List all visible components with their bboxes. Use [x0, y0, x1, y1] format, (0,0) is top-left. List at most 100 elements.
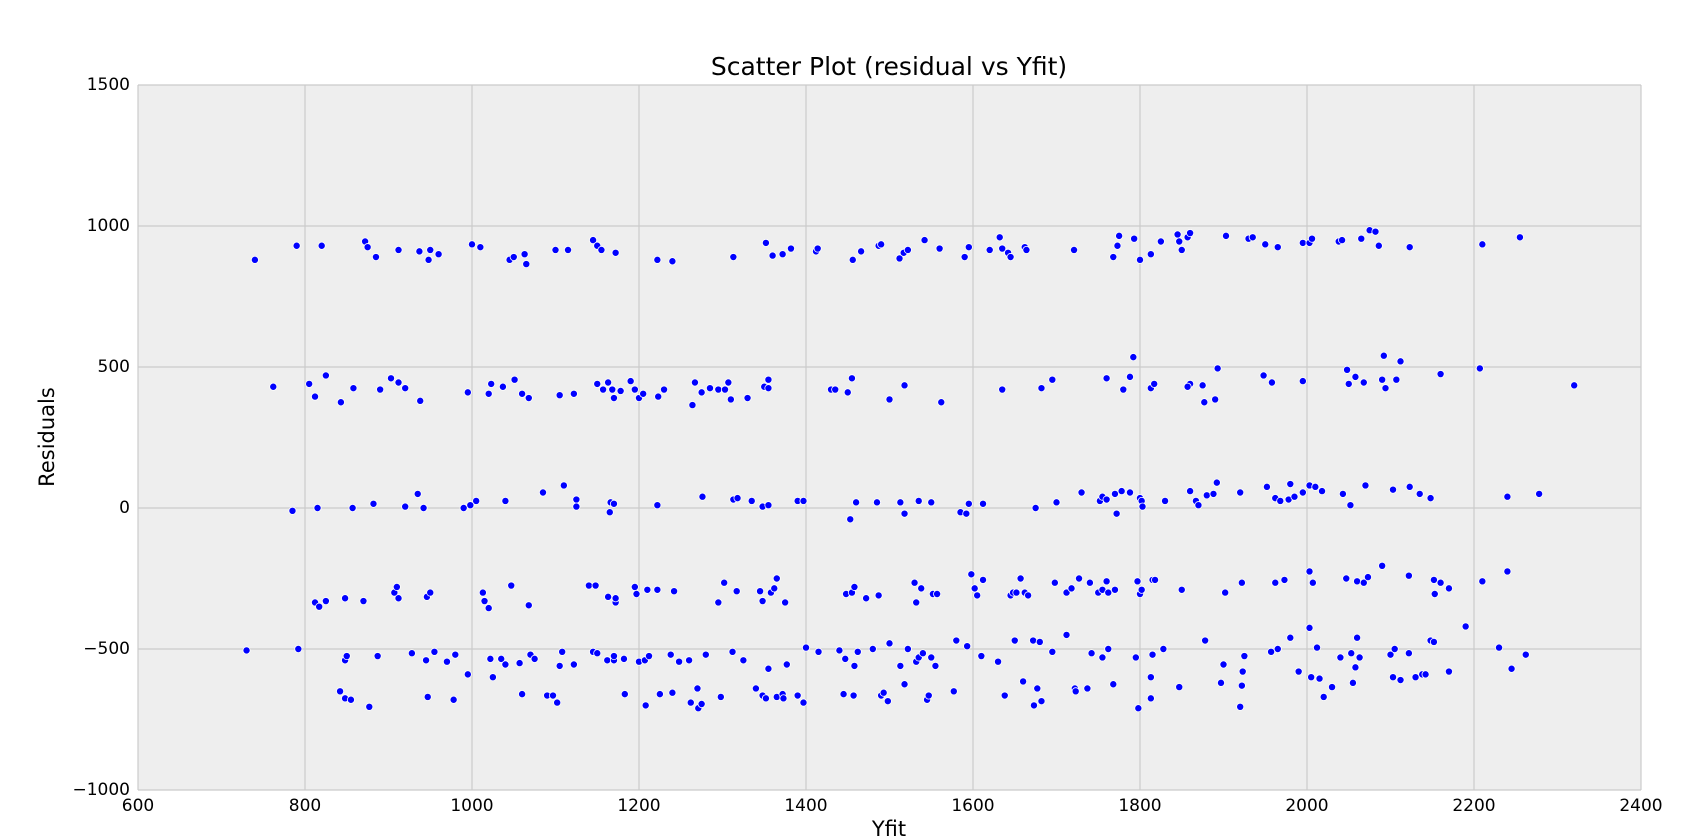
point [931, 661, 940, 670]
point [714, 598, 723, 607]
point [1343, 365, 1352, 374]
point [1267, 378, 1276, 387]
point [415, 247, 424, 256]
point [369, 499, 378, 508]
point [632, 590, 641, 599]
point [979, 499, 988, 508]
point [1355, 653, 1364, 662]
point [1535, 489, 1544, 498]
point [1186, 487, 1195, 496]
point [772, 574, 781, 583]
y-tick-label: 0 [119, 498, 130, 518]
point [1378, 561, 1387, 570]
point [603, 656, 612, 665]
point [1085, 578, 1094, 587]
point [852, 498, 861, 507]
point [653, 255, 662, 264]
point [910, 578, 919, 587]
point [1273, 645, 1282, 654]
point [394, 594, 403, 603]
point [770, 584, 779, 593]
point [721, 385, 730, 394]
point [1236, 702, 1245, 711]
point [885, 395, 894, 404]
point [630, 582, 639, 591]
point [572, 495, 581, 504]
point [1062, 588, 1071, 597]
point [609, 499, 618, 508]
point [515, 659, 524, 668]
y-tick-label: −500 [83, 639, 130, 659]
point [593, 379, 602, 388]
point [317, 241, 326, 250]
point [758, 597, 767, 606]
point [1436, 370, 1445, 379]
point [1411, 673, 1420, 682]
point [1404, 571, 1413, 580]
point [1390, 645, 1399, 654]
point [857, 247, 866, 256]
point [1294, 667, 1303, 676]
point [1429, 575, 1438, 584]
point [501, 660, 510, 669]
point [1353, 633, 1362, 642]
point [1353, 577, 1362, 586]
point [1347, 649, 1356, 658]
point [862, 594, 871, 603]
point [1048, 375, 1057, 384]
point [1357, 234, 1366, 243]
point [1328, 683, 1337, 692]
point [321, 371, 330, 380]
point [883, 697, 892, 706]
point [522, 260, 531, 269]
point [1159, 645, 1168, 654]
point [1305, 623, 1314, 632]
point [670, 587, 679, 596]
point [799, 496, 808, 505]
point [924, 691, 933, 700]
point [1062, 630, 1071, 639]
point [365, 702, 374, 711]
point [497, 654, 506, 663]
point [802, 643, 811, 652]
point [1262, 482, 1271, 491]
point [530, 654, 539, 663]
point [841, 654, 850, 663]
point [555, 661, 564, 670]
point [952, 636, 961, 645]
point [487, 379, 496, 388]
point [1276, 496, 1285, 505]
point [394, 378, 403, 387]
point [1342, 574, 1351, 583]
point [1271, 578, 1280, 587]
point [1052, 498, 1061, 507]
point [466, 501, 475, 510]
plot-area [138, 85, 1641, 790]
point [1280, 575, 1289, 584]
point [970, 584, 979, 593]
point [1237, 681, 1246, 690]
point [1130, 234, 1139, 243]
point [1318, 487, 1327, 496]
point [294, 645, 303, 654]
point [1386, 650, 1395, 659]
point [1374, 241, 1383, 250]
point [933, 590, 942, 599]
point [964, 499, 973, 508]
point [451, 650, 460, 659]
x-tick-label: 600 [122, 796, 154, 816]
point [342, 652, 351, 661]
point [1050, 578, 1059, 587]
point [1213, 364, 1222, 373]
point [782, 660, 791, 669]
point [413, 489, 422, 498]
point [1379, 351, 1388, 360]
point [349, 384, 358, 393]
point [1209, 489, 1218, 498]
point [761, 694, 770, 703]
point [1117, 487, 1126, 496]
point [1348, 678, 1357, 687]
point [558, 647, 567, 656]
point [1521, 650, 1530, 659]
point [1150, 379, 1159, 388]
